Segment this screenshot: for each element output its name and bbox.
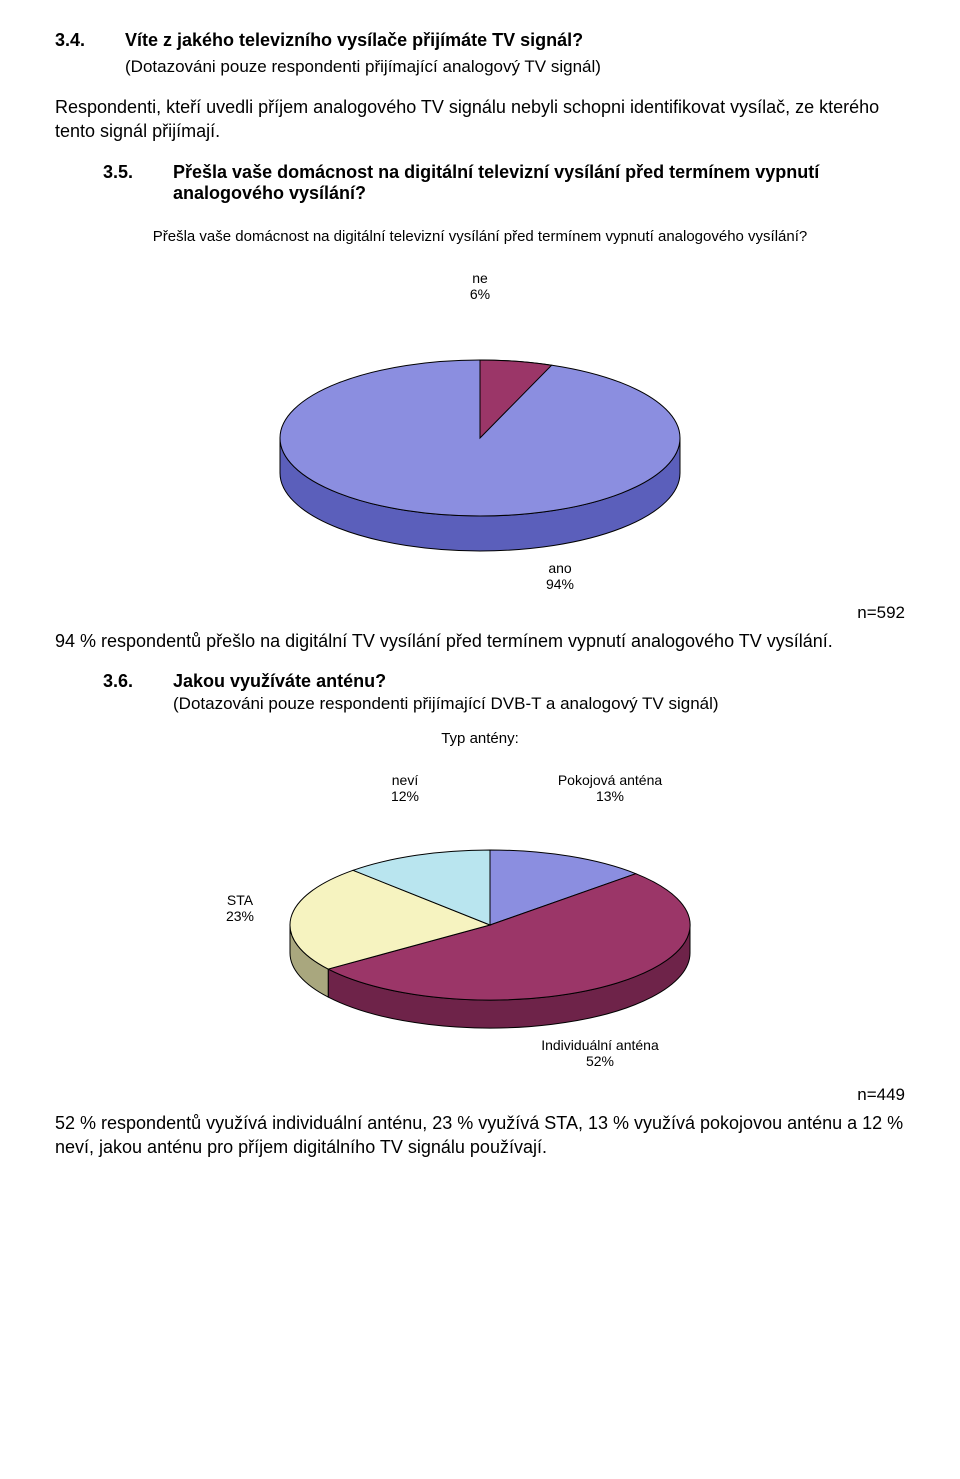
slice-label-pokojova: Pokojová anténa [558, 772, 663, 788]
n-label-3-6: n=449 [55, 1085, 905, 1105]
heading-3-5: 3.5. Přešla vaše domácnost na digitální … [103, 162, 905, 204]
slice-label-nevi-pct: 12% [391, 788, 419, 804]
subnote-3-6: (Dotazováni pouze respondenti přijímajíc… [173, 694, 905, 714]
conclusion-3-5: 94 % respondentů přešlo na digitální TV … [55, 629, 905, 653]
slice-label-individualni-pct: 52% [586, 1053, 614, 1069]
chart-title-3-5: Přešla vaše domácnost na digitální telev… [55, 228, 905, 245]
slice-label-ne-pct: 6% [470, 286, 490, 302]
heading-number: 3.4. [55, 30, 125, 51]
pie-chart-3-5: ne 6% ano 94% [55, 263, 905, 593]
heading-number: 3.5. [103, 162, 173, 204]
conclusion-3-6: 52 % respondentů využívá individuální an… [55, 1111, 905, 1160]
heading-title: Jakou využíváte anténu? [173, 671, 386, 692]
heading-number: 3.6. [103, 671, 173, 692]
body-3-4: Respondenti, kteří uvedli příjem analogo… [55, 95, 905, 144]
slice-label-ano-pct: 94% [546, 576, 574, 592]
slice-label-individualni: Individuální anténa [541, 1037, 659, 1053]
heading-3-6: 3.6. Jakou využíváte anténu? [103, 671, 905, 692]
slice-label-sta: STA [227, 892, 254, 908]
slice-label-ano: ano [548, 560, 572, 576]
heading-title: Přešla vaše domácnost na digitální telev… [173, 162, 905, 204]
n-label-3-5: n=592 [55, 603, 905, 623]
slice-label-sta-pct: 23% [226, 908, 254, 924]
slice-label-pokojova-pct: 13% [596, 788, 624, 804]
slice-label-ne: ne [472, 270, 488, 286]
subnote-3-4: (Dotazováni pouze respondenti přijímajíc… [125, 57, 905, 77]
slice-label-nevi: neví [392, 772, 419, 788]
heading-title: Víte z jakého televizního vysílače přijí… [125, 30, 583, 51]
heading-3-4: 3.4. Víte z jakého televizního vysílače … [55, 30, 905, 51]
chart-title-3-6: Typ antény: [55, 730, 905, 747]
document-page: 3.4. Víte z jakého televizního vysílače … [0, 0, 960, 1209]
pie-chart-3-6: neví 12% Pokojová anténa 13% STA 23% [55, 765, 905, 1075]
